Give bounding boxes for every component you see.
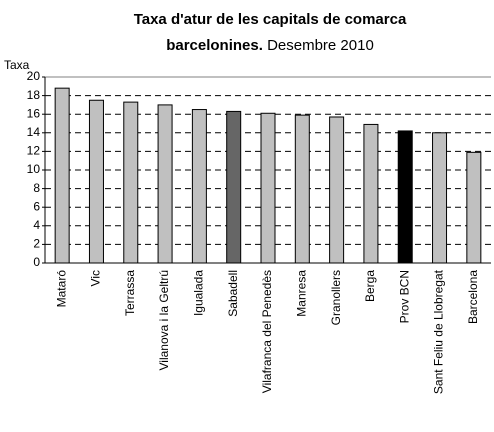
bar <box>260 112 276 264</box>
x-tick-label: Prov BCN <box>397 270 411 323</box>
x-tick-label: Terrassa <box>123 270 137 316</box>
x-tick-label: Vic <box>89 270 103 286</box>
bar <box>363 123 379 264</box>
x-tick-label: Barcelona <box>466 270 480 324</box>
bar <box>329 116 345 264</box>
y-tick-label: 14 <box>27 125 41 139</box>
y-tick-label: 20 <box>27 69 41 83</box>
y-tick-label: 8 <box>33 181 40 195</box>
y-tick-label: 12 <box>27 144 41 158</box>
bar <box>123 101 139 264</box>
x-tick-label: Vilanova i la Geltrú <box>157 270 171 371</box>
bar <box>466 151 482 264</box>
bar <box>88 99 104 264</box>
y-tick-label: 4 <box>33 218 40 232</box>
chart-subtitle: Desembre 2010 <box>267 37 374 54</box>
bar <box>226 110 242 264</box>
y-tick-label: 16 <box>27 106 41 120</box>
x-tick-label: Granollers <box>329 270 343 325</box>
x-tick-label: Sant Feliu de Llobregat <box>432 269 446 394</box>
bar <box>54 87 70 264</box>
y-tick-label: 10 <box>27 162 41 176</box>
chart-title: barcelonines. <box>166 37 263 54</box>
y-axis-label: Taxa <box>4 58 30 72</box>
x-tick-label: Berga <box>363 270 377 302</box>
chart-title: Taxa d'atur de les capitals de comarca <box>134 11 407 28</box>
x-tick-label: Manresa <box>294 270 308 317</box>
y-tick-label: 6 <box>33 199 40 213</box>
y-tick-label: 18 <box>27 88 41 102</box>
y-tick-label: 0 <box>33 255 40 269</box>
x-tick-label: Mataró <box>54 270 68 308</box>
x-tick-label: Igualada <box>192 270 206 316</box>
bar <box>432 132 448 264</box>
x-tick-label: Sabadell <box>226 270 240 317</box>
bar <box>294 114 310 264</box>
x-tick-label: Vilafranca del Penedès <box>260 270 274 393</box>
bar <box>191 109 207 264</box>
bar <box>157 104 173 264</box>
y-tick-label: 2 <box>33 237 40 251</box>
chart-title: barcelonines. Desembre 2010 <box>166 37 374 54</box>
bar <box>397 130 413 264</box>
